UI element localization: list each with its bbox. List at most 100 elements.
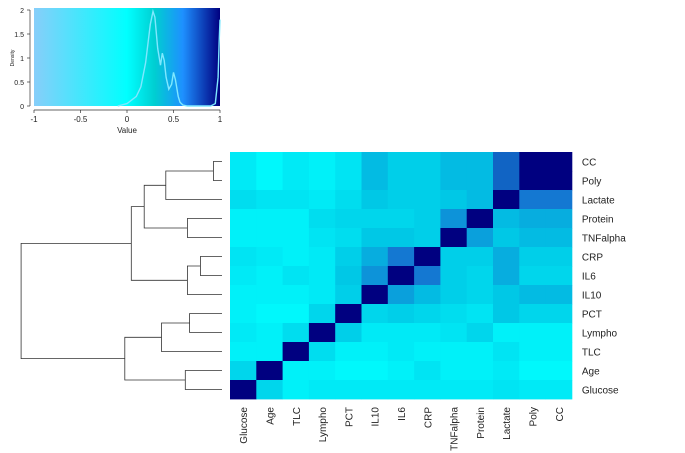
heatmap-cell [308, 266, 336, 286]
heatmap-cell [493, 171, 520, 191]
key-y-tick-label: 0 [20, 104, 24, 111]
heatmap-cell [230, 266, 257, 286]
heatmap-cell [335, 285, 362, 305]
density-curve [117, 8, 221, 107]
heatmap-cell [414, 171, 441, 191]
heatmap-cell [361, 171, 389, 191]
heatmap-cell [545, 342, 573, 362]
heatmap-cell [519, 209, 546, 229]
heatmap-cell [308, 342, 336, 362]
heatmap-cell [361, 380, 389, 400]
heatmap-cell [387, 171, 415, 191]
heatmap-cell [335, 247, 362, 267]
heatmap-cell [440, 361, 468, 381]
col-label: Poly [528, 407, 539, 426]
heatmap-cell [519, 380, 546, 400]
heatmap-cell [466, 228, 494, 248]
heatmap-cell [256, 361, 283, 381]
dendrogram-branch [200, 256, 222, 276]
dendrogram-branch [187, 218, 222, 238]
heatmap-cell [466, 171, 494, 191]
heatmap-cell [282, 190, 310, 210]
key-y-tick-label: 2 [20, 8, 24, 15]
row-label: Lympho [582, 329, 618, 340]
heatmap-cell [440, 266, 468, 286]
col-label: Protein [476, 407, 487, 439]
heatmap-cell [256, 304, 283, 324]
dendrogram-branch [213, 161, 222, 181]
heatmap-cell [335, 171, 362, 191]
heatmap-cell [493, 304, 520, 324]
heatmap-cell [440, 380, 468, 400]
heatmap-cell [493, 152, 520, 172]
heatmap-cell [466, 190, 494, 210]
row-label: CRP [582, 253, 603, 264]
col-label: CC [555, 407, 566, 421]
col-labels: Glucose Age TLC Lympho PCT IL10 IL6 CRP TNFalpha… [239, 407, 566, 451]
heatmap-cell [493, 380, 520, 400]
heatmap-cell [335, 304, 362, 324]
dendrogram-branch [161, 322, 222, 352]
heatmap-cell [256, 285, 283, 305]
heatmap-cell [493, 190, 520, 210]
col-label: PCT [344, 407, 355, 427]
col-label: TNFalpha [450, 407, 461, 451]
heatmap-cell [545, 361, 573, 381]
heatmap-cell [230, 247, 257, 267]
heatmap-cell [414, 361, 441, 381]
heatmap-cell [440, 209, 468, 229]
heatmap-cell [545, 152, 573, 172]
heatmap-cell [387, 304, 415, 324]
key-x-tick-label: 0.5 [168, 115, 180, 124]
row-label: PCT [582, 310, 602, 321]
heatmap-cell [519, 247, 546, 267]
heatmap-cell [335, 342, 362, 362]
heatmap-cell [545, 285, 573, 305]
heatmap-cell [308, 247, 336, 267]
col-label: Lactate [502, 407, 513, 440]
key-x-tick-label: -0.5 [74, 115, 88, 124]
heatmap-cell [335, 380, 362, 400]
heatmap-cell [361, 152, 389, 172]
heatmap-cell [282, 266, 310, 286]
heatmap-cell [387, 190, 415, 210]
heatmap-cell [440, 247, 468, 267]
col-label: TLC [292, 407, 303, 426]
heatmap-cell [361, 285, 389, 305]
col-label: Age [265, 407, 276, 425]
row-label: TNFalpha [582, 234, 626, 245]
heatmap-cell [440, 171, 468, 191]
heatmap-cell [308, 152, 336, 172]
heatmap-cell [361, 247, 389, 267]
key-y-ticks: 0 0.5 1 1.5 2 [14, 8, 30, 111]
heatmap-cell [361, 266, 389, 286]
row-label: Glucose [582, 386, 619, 397]
heatmap-cell [282, 247, 310, 267]
heatmap-cell [308, 285, 336, 305]
heatmap-cell [493, 361, 520, 381]
heatmap-cell [335, 361, 362, 381]
heatmap-cell [308, 304, 336, 324]
heatmap-cell [414, 247, 441, 267]
row-label: Age [582, 367, 600, 378]
heatmap-cell [335, 209, 362, 229]
heatmap-cell [230, 342, 257, 362]
heatmap-cell [230, 190, 257, 210]
heatmap-cell [519, 361, 546, 381]
heatmap-cell [545, 380, 573, 400]
heatmap-cell [256, 152, 283, 172]
heatmap-cell [230, 304, 257, 324]
col-label: Lympho [318, 407, 329, 443]
row-labels: CC Poly Lactate Protein TNFalpha CRP IL6 IL10 PC… [582, 158, 626, 397]
heatmap-cell [361, 304, 389, 324]
key-x-tick-label: 0 [125, 115, 130, 124]
heatmap-cell [519, 228, 546, 248]
heatmap-cell [440, 285, 468, 305]
heatmap-cell [308, 380, 336, 400]
heatmap-cell [493, 266, 520, 286]
heatmap-cell [414, 323, 441, 343]
heatmap-cell [387, 380, 415, 400]
heatmap-cells [230, 152, 573, 400]
heatmap-cell [361, 209, 389, 229]
heatmap-cell [361, 361, 389, 381]
